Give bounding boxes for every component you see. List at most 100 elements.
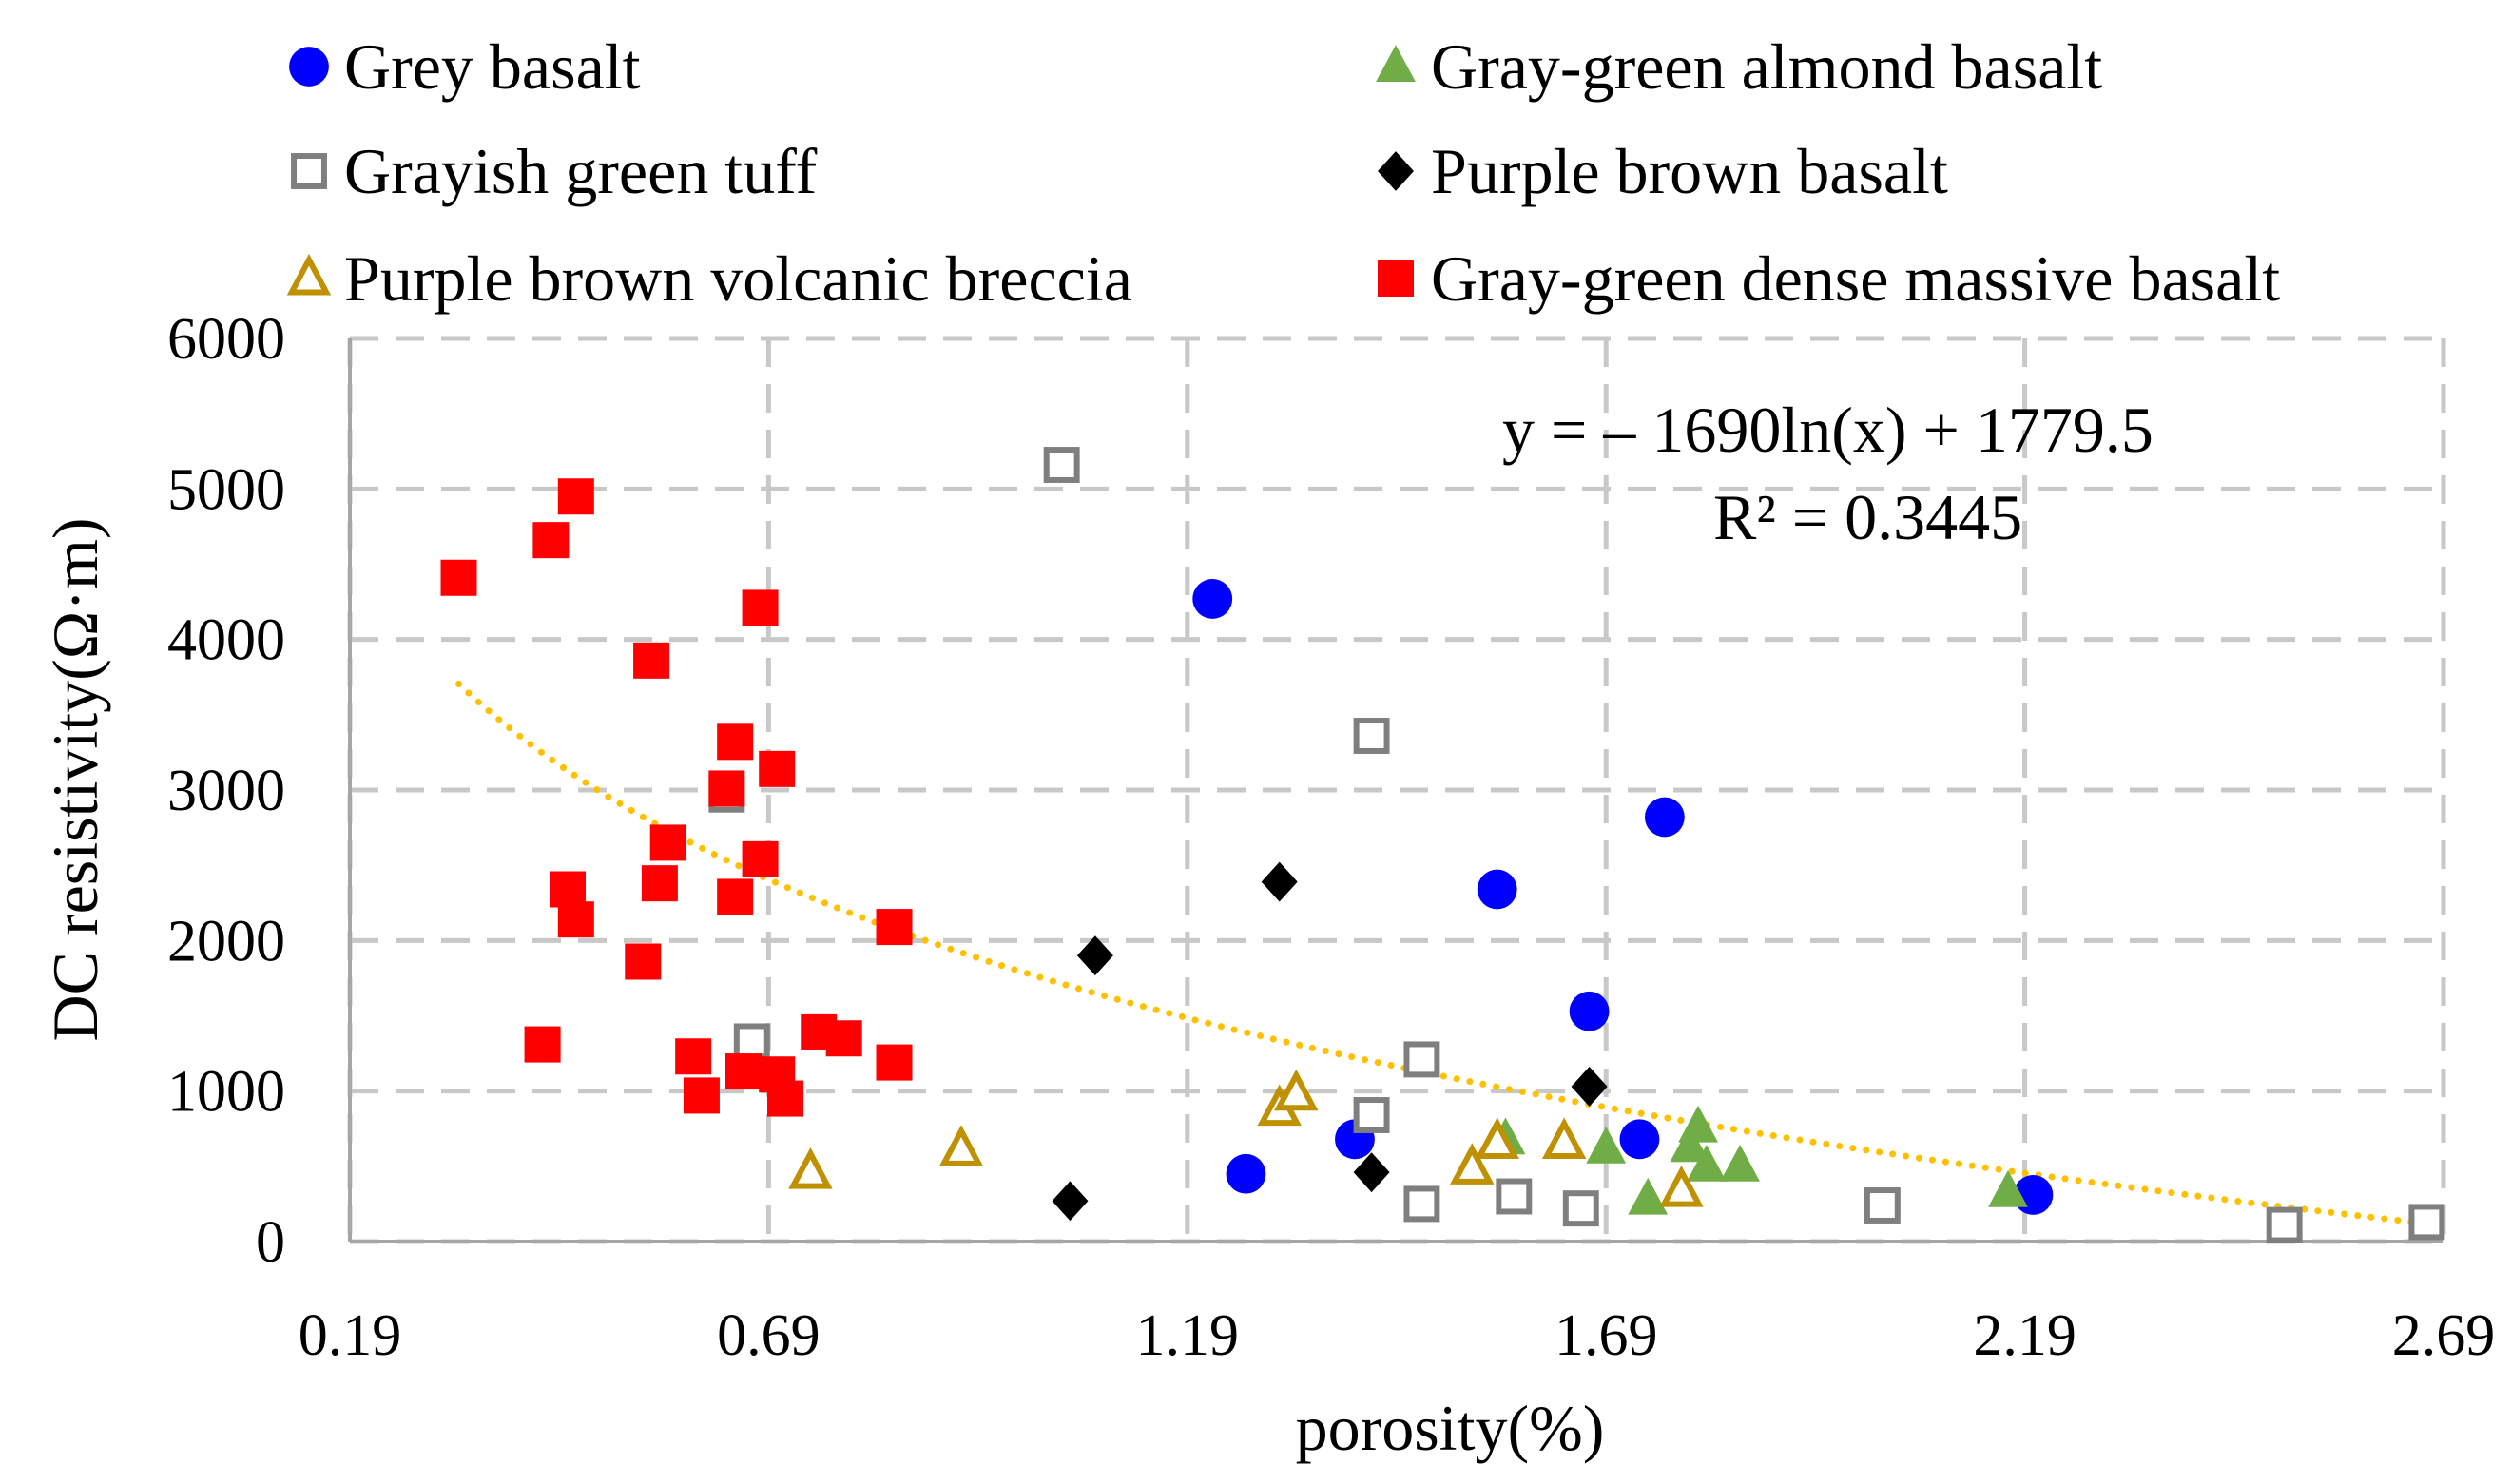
data-point xyxy=(2408,1204,2445,1241)
data-point xyxy=(742,840,779,877)
legend-marker xyxy=(1378,260,1414,297)
data-point xyxy=(1569,991,1610,1031)
y-tick-label: 6000 xyxy=(167,307,285,372)
data-point xyxy=(1686,1145,1727,1182)
data-point xyxy=(641,865,678,902)
data-point xyxy=(1475,1117,1519,1159)
data-point xyxy=(1450,1143,1495,1185)
data-point xyxy=(788,1147,833,1189)
data-point xyxy=(1670,1125,1710,1163)
series-gray-green-dense-massive-basalt xyxy=(440,478,913,1117)
legend-label: Gray-green dense massive basalt xyxy=(1431,242,2280,315)
data-point xyxy=(649,824,686,861)
data-point xyxy=(1353,718,1390,754)
legend-marker xyxy=(1376,45,1416,82)
gridlines xyxy=(347,336,2446,1244)
legend-label: Purple brown volcanic breccia xyxy=(344,242,1132,315)
data-point xyxy=(767,1080,804,1117)
series-grey-basalt xyxy=(1192,579,2054,1215)
x-axis-ticks: 0.19 0.69 1.19 1.69 2.19 2.69 xyxy=(299,1303,2496,1368)
data-point xyxy=(1043,447,1080,483)
data-point xyxy=(876,1044,913,1081)
axes xyxy=(348,338,2443,1243)
y-tick-label: 5000 xyxy=(167,457,285,522)
legend-label: Grayish green tuff xyxy=(344,135,818,207)
data-point xyxy=(1477,869,1517,910)
data-point xyxy=(1720,1145,1761,1182)
data-point xyxy=(1192,579,1233,619)
data-point xyxy=(825,1020,862,1057)
data-point xyxy=(1586,1127,1627,1164)
x-tick-label: 0.19 xyxy=(299,1303,402,1368)
trendline-equation: y = – 1690ln(x) + 1779.5 xyxy=(1502,394,2154,466)
series-grayish-green-tuff xyxy=(708,447,2445,1243)
data-point xyxy=(1076,935,1113,976)
data-point xyxy=(1562,1190,1599,1227)
x-tick-label: 0.69 xyxy=(717,1303,821,1368)
y-tick-label: 3000 xyxy=(167,759,285,823)
data-point xyxy=(742,589,779,626)
data-point xyxy=(717,878,754,915)
series-purple-brown-volcanic-breccia xyxy=(788,1069,1704,1207)
trendline-r-squared: R² = 0.3445 xyxy=(1713,481,2022,553)
data-point xyxy=(1628,1177,1669,1215)
x-tick-label: 1.19 xyxy=(1136,1303,1240,1368)
data-point xyxy=(557,901,594,938)
data-point xyxy=(1864,1187,1901,1224)
data-point xyxy=(938,1125,984,1166)
data-points xyxy=(440,447,2445,1243)
data-point xyxy=(1496,1178,1533,1215)
data-point xyxy=(1619,1119,1660,1160)
data-point xyxy=(1403,1185,1440,1223)
data-point xyxy=(1988,1169,2028,1207)
trendline-curve xyxy=(455,680,2430,1227)
data-point xyxy=(1571,1067,1608,1107)
data-point xyxy=(1678,1105,1718,1143)
y-axis-ticks: 0 1000 2000 3000 4000 5000 6000 xyxy=(167,307,285,1275)
legend-item: Grayish green tuff xyxy=(291,135,818,207)
y-tick-label: 0 xyxy=(256,1210,285,1275)
data-point xyxy=(1052,1181,1089,1222)
legend-item: Purple brown basalt xyxy=(1378,135,1948,207)
data-point xyxy=(717,723,754,761)
y-axis-title: DC resistivity(Ω·m) xyxy=(39,517,111,1041)
data-point xyxy=(524,1026,561,1063)
x-tick-label: 2.69 xyxy=(2392,1303,2496,1368)
x-tick-label: 2.19 xyxy=(1973,1303,2076,1368)
data-point xyxy=(1226,1153,1266,1194)
legend-marker xyxy=(289,47,329,87)
legend-item: Purple brown volcanic breccia xyxy=(286,242,1132,315)
data-point xyxy=(675,1038,712,1075)
y-tick-label: 4000 xyxy=(167,608,285,673)
data-point xyxy=(532,522,570,559)
series-gray-green-almond-basalt xyxy=(1485,1105,2028,1215)
x-axis-title: porosity(%) xyxy=(1296,1392,1605,1464)
data-point xyxy=(708,770,745,807)
legend-item: Gray-green almond basalt xyxy=(1376,30,2102,103)
data-point xyxy=(1353,1152,1390,1193)
data-point xyxy=(759,750,796,787)
trendline xyxy=(455,680,2430,1227)
data-point xyxy=(557,478,594,515)
data-point xyxy=(1261,861,1298,902)
y-tick-label: 2000 xyxy=(167,909,285,973)
data-point xyxy=(876,909,913,946)
legend-marker xyxy=(286,253,332,296)
legend-marker xyxy=(1378,151,1414,191)
x-tick-label: 1.69 xyxy=(1555,1303,1658,1368)
data-point xyxy=(1274,1069,1319,1111)
data-point xyxy=(633,642,670,679)
legend-label: Grey basalt xyxy=(344,30,641,103)
data-point xyxy=(1353,1097,1390,1133)
data-point xyxy=(1659,1166,1704,1207)
data-point xyxy=(2266,1206,2303,1243)
legend-item: Gray-green dense massive basalt xyxy=(1378,242,2280,315)
data-point xyxy=(683,1077,720,1114)
data-point xyxy=(1644,797,1685,838)
legend-marker xyxy=(291,153,327,189)
legend: Grey basalt Gray-green almond basalt Grayi… xyxy=(286,30,2280,315)
data-point xyxy=(625,943,662,980)
legend-label: Purple brown basalt xyxy=(1431,135,1948,207)
data-point xyxy=(1403,1041,1440,1078)
